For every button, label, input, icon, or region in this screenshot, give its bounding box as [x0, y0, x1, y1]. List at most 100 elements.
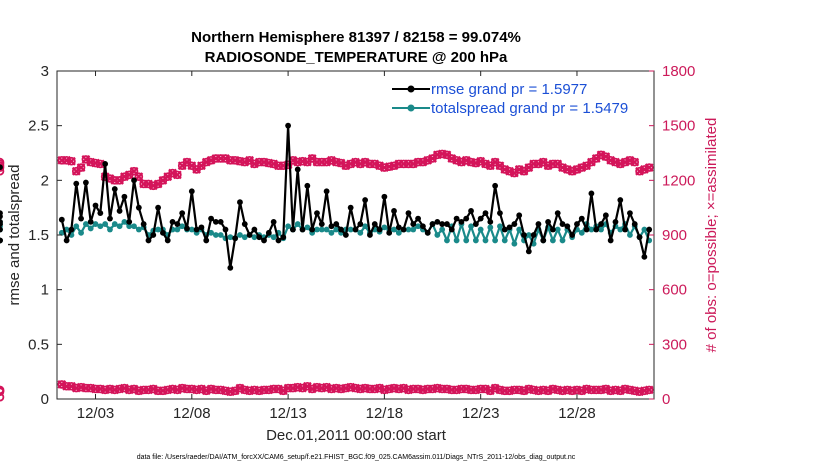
- rmse-point: [602, 212, 609, 219]
- rmse-point: [140, 221, 147, 227]
- rmse-point: [554, 210, 561, 217]
- totalspread-point: [501, 237, 508, 244]
- rmse-point: [487, 218, 494, 225]
- obs-assimilated-point: [423, 155, 433, 165]
- y-tick-label-right: 300: [662, 336, 687, 353]
- totalspread-point: [237, 232, 243, 238]
- y-tick-label-right: 0: [662, 391, 670, 408]
- rmse-point: [617, 197, 624, 203]
- totalspread-point: [391, 226, 397, 233]
- obs-assimilated-point: [639, 165, 649, 174]
- totalspread-point: [516, 226, 523, 233]
- rmse-point: [607, 237, 614, 244]
- totalspread-point: [333, 226, 340, 233]
- rmse-point: [58, 216, 65, 223]
- legend-box: [387, 76, 652, 121]
- obs-assimilated-point: [307, 384, 317, 394]
- totalspread-point: [559, 237, 566, 244]
- rmse-point: [174, 221, 181, 227]
- totalspread-point: [270, 234, 277, 241]
- rmse-point: [535, 221, 542, 227]
- x-tick-label: 12/13: [269, 405, 307, 422]
- y-tick-label-left: 2: [41, 172, 49, 189]
- rmse-point: [111, 186, 118, 192]
- totalspread-point: [641, 226, 648, 233]
- data-marks: [0, 123, 654, 402]
- obs-assimilated-point: [230, 386, 240, 396]
- obs-assimilated-point: [269, 159, 279, 169]
- totalspread-point: [82, 221, 89, 227]
- rmse-point: [0, 237, 3, 244]
- totalspread-point: [126, 223, 133, 230]
- obs-assimilated-point: [476, 156, 486, 166]
- rmse-point: [530, 232, 537, 238]
- obs-assimilated-point: [322, 157, 331, 167]
- obs-assimilated-point: [172, 385, 182, 395]
- rmse-point: [622, 226, 629, 233]
- rmse-point: [256, 234, 263, 241]
- rmse-point: [453, 215, 460, 222]
- rmse-point: [150, 232, 157, 238]
- obs-assimilated-point: [543, 161, 553, 171]
- obs-assimilated-point: [120, 383, 129, 393]
- obs-assimilated-point: [505, 166, 514, 176]
- rmse-point: [203, 237, 210, 244]
- obs-assimilated-point: [457, 157, 466, 167]
- obs-assimilated-point: [120, 172, 129, 182]
- totalspread-point: [472, 237, 479, 244]
- rmse-point: [116, 208, 123, 214]
- totalspread-point: [135, 226, 142, 233]
- totalspread-point: [468, 223, 474, 230]
- rmse-point: [131, 177, 137, 184]
- totalspread-point: [208, 229, 214, 236]
- chart-legend: rmse grand pr = 1.5977 totalspread grand…: [387, 76, 652, 121]
- y-tick-label-left: 0: [41, 391, 49, 408]
- rmse-point: [304, 182, 311, 189]
- obs-assimilated-point: [95, 159, 105, 169]
- rmse-point: [342, 232, 349, 238]
- rmse-point: [357, 221, 364, 227]
- totalspread-point: [97, 223, 104, 230]
- obs-assimilated-point: [274, 384, 283, 394]
- totalspread-point: [227, 234, 234, 241]
- rmse-point: [521, 232, 527, 238]
- totalspread-point: [323, 226, 330, 233]
- rmse-point: [578, 215, 585, 222]
- rmse-point: [598, 221, 604, 227]
- totalspread-point: [188, 226, 195, 233]
- rmse-point: [448, 226, 455, 233]
- obs-assimilated-point: [355, 159, 365, 169]
- rmse-point: [68, 226, 75, 233]
- totalspread-point: [78, 229, 84, 236]
- obs-assimilated-point: [562, 165, 572, 174]
- rmse-point: [641, 253, 648, 260]
- rmse-point: [251, 226, 258, 233]
- obs-assimilated-point: [201, 157, 211, 167]
- obs-possible-point: [134, 172, 144, 181]
- obs-assimilated-point: [302, 381, 312, 391]
- obs-assimilated-point: [144, 179, 153, 189]
- y-tick-label-right: 900: [662, 227, 687, 244]
- rmse-point: [583, 226, 590, 233]
- rmse-point: [63, 237, 70, 244]
- totalspread-point: [251, 234, 258, 241]
- rmse-point: [198, 224, 205, 231]
- plot-area: [0, 71, 655, 402]
- rmse-point: [506, 224, 513, 231]
- obs-assimilated-point: [240, 157, 250, 167]
- obs-possible-point: [129, 166, 139, 176]
- totalspread-point: [328, 229, 335, 236]
- rmse-point: [400, 226, 407, 233]
- totalspread-point: [179, 223, 186, 230]
- obs-assimilated-point: [630, 157, 640, 167]
- totalspread-point: [314, 226, 320, 233]
- totalspread-point: [131, 223, 137, 230]
- rmse-point: [439, 221, 446, 227]
- obs-assimilated-point: [351, 157, 360, 167]
- rmse-point: [237, 199, 243, 206]
- totalspread-point: [174, 226, 181, 233]
- obs-assimilated-point: [67, 156, 76, 166]
- rmse-point: [415, 215, 421, 222]
- rmse-point: [217, 218, 224, 225]
- rmse-point: [627, 210, 633, 217]
